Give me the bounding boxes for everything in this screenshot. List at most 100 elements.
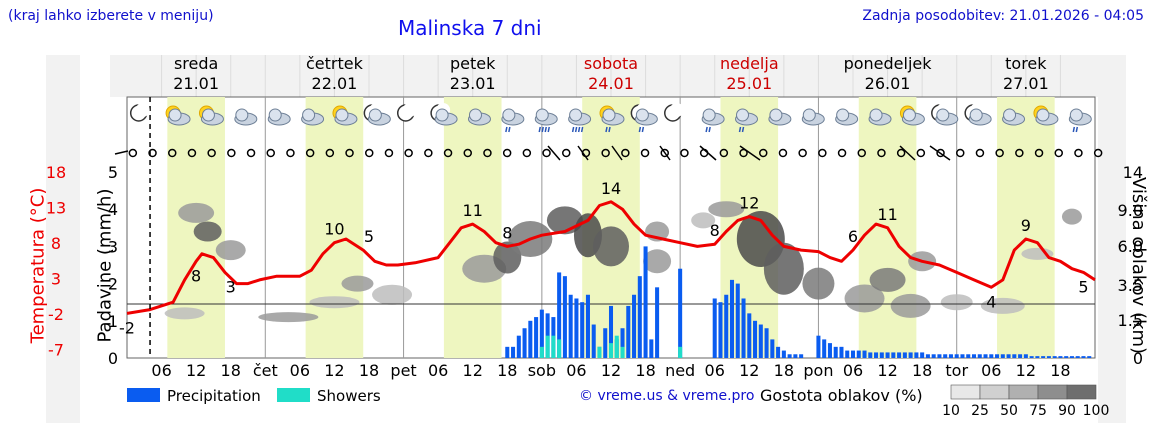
rain-drop [708, 126, 711, 133]
precipitation-bar [989, 354, 994, 358]
rain-drop [574, 126, 578, 133]
moon-cloud-icon [363, 103, 391, 126]
wind-calm-mark [128, 148, 138, 158]
precipitation-bar [764, 328, 769, 358]
precipitation-bar [833, 346, 838, 358]
showers-bar [614, 335, 619, 358]
cloud-cover-patch [802, 267, 835, 300]
day-name: sreda [174, 54, 218, 73]
rain-drop [741, 126, 745, 133]
precipitation-bar [747, 313, 752, 358]
wind-barb [611, 145, 623, 161]
rain-drop [547, 126, 550, 133]
precipitation-bar [1006, 354, 1011, 358]
wind-calm-mark [857, 148, 866, 158]
cloud-height-tick: 6.0 [1118, 237, 1143, 256]
temperature-label: 10 [324, 220, 344, 239]
wind-calm-mark [207, 148, 216, 158]
cloud-height-tick: 9.0 [1118, 201, 1143, 220]
time-tick: 06 [151, 361, 171, 380]
precipitation-bar [712, 298, 717, 358]
precipitation-bar [874, 352, 879, 358]
precipitation-bar [948, 354, 953, 358]
showers-bar [551, 335, 556, 358]
wind-calm-mark [424, 148, 433, 158]
moon-cloud-icon [430, 103, 458, 126]
precipitation-bar [914, 352, 919, 358]
precipitation-bar [931, 354, 936, 358]
rain-icon [735, 108, 759, 133]
precipitation-bar [920, 352, 925, 358]
cloud-scale-label: 25 [971, 403, 989, 419]
copyright-link[interactable]: © vreme.us & vreme.pro [579, 388, 755, 404]
precipitation-bar [1012, 354, 1017, 358]
rain-drop [638, 126, 642, 133]
precipitation-bar [799, 354, 804, 358]
cloud-puff [836, 108, 850, 122]
precipitation-bar [891, 352, 896, 358]
cloud-cover-patch [890, 293, 931, 318]
wind-calm-mark [266, 148, 275, 158]
rain-drop [605, 126, 608, 133]
temperature-label: -2 [119, 318, 135, 337]
wind-calm-mark [660, 148, 669, 158]
precipitation-bar [718, 302, 723, 358]
wind-calm-mark [798, 148, 807, 158]
cloud-cover-patch [763, 242, 804, 295]
wind-calm-mark [365, 148, 374, 158]
time-tick: 12 [739, 361, 759, 380]
cloud-puff [335, 108, 349, 122]
cloud-sun-icon [198, 105, 224, 126]
wind-calm-mark [502, 148, 512, 158]
temperature-label: 11 [877, 205, 897, 224]
wind-barb [739, 145, 761, 161]
cloud-puff [1036, 108, 1050, 122]
time-tick: sob [528, 361, 556, 380]
wind-calm-mark [640, 148, 650, 158]
precipitation-bar [983, 354, 988, 358]
moon-icon [664, 103, 684, 122]
precipitation-bar [534, 317, 539, 358]
time-tick: 06 [428, 361, 448, 380]
location-hint[interactable]: (kraj lahko izberete v meniju) [8, 8, 214, 24]
wind-calm-mark [562, 148, 571, 158]
wind-calm-mark [168, 148, 177, 158]
temperature-label: 4 [986, 292, 996, 311]
rain-drop [705, 126, 708, 133]
cloud-scale-swatch [950, 384, 981, 400]
cloud-puff [769, 108, 783, 122]
precipitation-bar [678, 268, 683, 358]
cloud-puff [468, 108, 482, 122]
chart-title: Malinska 7 dni [398, 16, 542, 40]
showers-bar [608, 343, 614, 358]
wind-calm-mark [483, 148, 492, 158]
cloud-puff [969, 108, 983, 122]
cloud-height-tick: 14 [1123, 163, 1143, 182]
sun-rain-icon [599, 105, 625, 133]
wind-calm-mark [680, 148, 689, 158]
wind-calm-mark [325, 148, 335, 158]
daylight-band [443, 97, 502, 358]
cloud-puff [1069, 108, 1083, 122]
wind-calm-mark [187, 148, 197, 158]
wind-barb [699, 145, 717, 161]
temperature-label: 8 [191, 266, 201, 285]
precipitation-tick: 2 [108, 275, 118, 294]
precipitation-bar [902, 352, 907, 358]
showers-bar [539, 346, 544, 358]
day-name: ponedeljek [844, 54, 933, 73]
cloudy-icon [801, 108, 825, 126]
precipitation-legend-swatch [127, 388, 160, 402]
cloud-cover-patch [980, 297, 1025, 314]
precipitation-bar [995, 354, 1000, 358]
cloud-cover-patch [869, 267, 906, 292]
precipitation-bar [574, 298, 579, 358]
precipitation-bar [1064, 356, 1069, 358]
moon-cloud-icon [964, 103, 992, 126]
cloud-cover-patch [178, 202, 215, 223]
precipitation-bar [753, 320, 758, 358]
wind-calm-mark [542, 148, 551, 158]
precipitation-bar [776, 346, 781, 358]
precipitation-bar [655, 287, 660, 358]
cloud-cover-patch [309, 296, 360, 309]
